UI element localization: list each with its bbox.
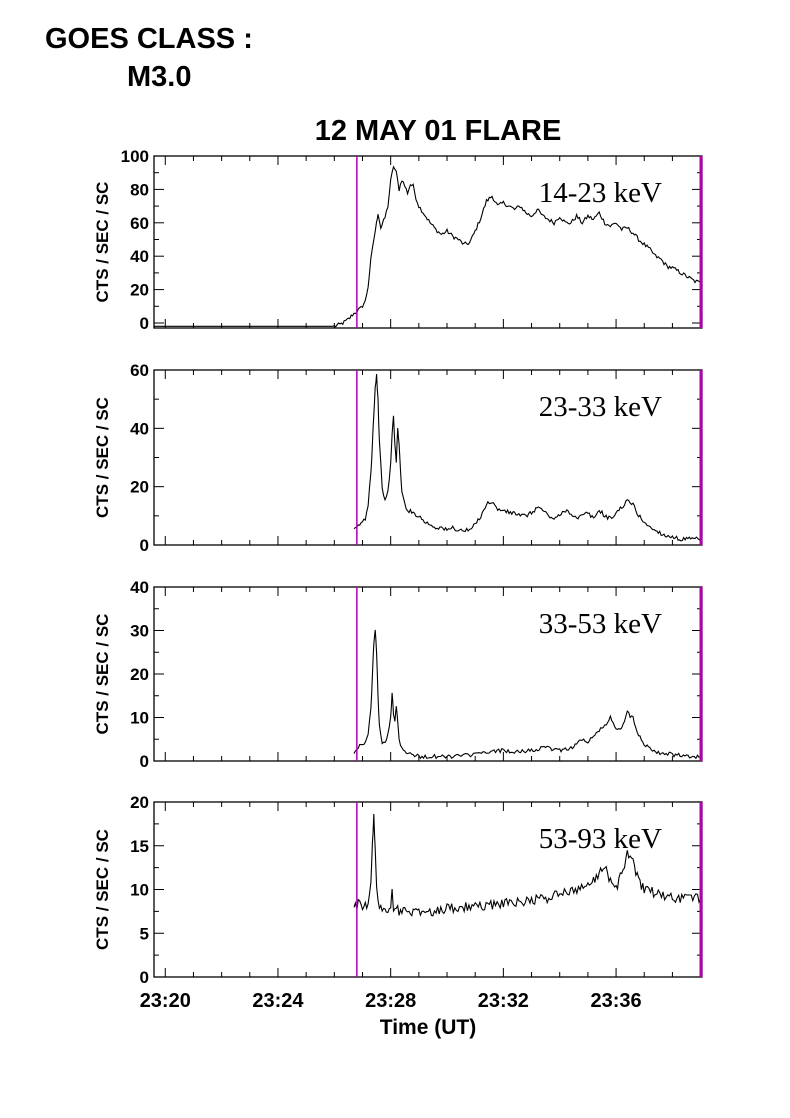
y-tick-label: 20 [130,478,149,497]
x-tick-label: 23:36 [590,990,641,1012]
y-axis-label: CTS / SEC / SC [93,829,112,950]
x-tick-label: 23:24 [252,990,304,1012]
x-axis-tick-labels: 23:20 23:24 23:28 23:32 23:36 [140,990,642,1012]
count-rate-line [353,813,702,917]
y-tick-label: 40 [130,247,149,266]
y-tick-label: 0 [140,536,149,555]
y-tick-label: 100 [121,147,149,166]
y-tick-label: 20 [130,281,149,300]
count-rate-line [353,374,701,542]
goes-class-label: GOES CLASS : [45,23,253,55]
y-axis-label: CTS / SEC / SC [93,614,112,735]
count-rate-line [154,165,702,328]
y-tick-label: 40 [130,419,149,438]
chart-title: 12 MAY 01 FLARE [315,115,562,147]
x-tick-label: 23:20 [140,990,191,1012]
y-tick-label: 0 [140,968,149,987]
y-axis-label: CTS / SEC / SC [93,397,112,518]
panel-3: 0 10 20 30 40 CTS / SEC / SC 33-53 keV [93,578,703,771]
panel-2: 0 20 40 60 CTS / SEC / SC 23-33 keV [93,361,703,555]
y-tick-label: 5 [140,924,149,943]
energy-band-label: 53-93 keV [539,823,662,855]
y-tick-label: 60 [130,214,149,233]
y-tick-label: 30 [130,622,149,641]
count-rate-line [353,629,701,760]
x-tick-label: 23:28 [365,990,416,1012]
energy-band-label: 23-33 keV [539,391,662,423]
y-tick-label: 0 [140,314,149,333]
y-axis-label: CTS / SEC / SC [93,182,112,303]
y-tick-label: 20 [130,665,149,684]
y-tick-label: 15 [130,837,149,856]
y-tick-label: 20 [130,793,149,812]
y-tick-label: 0 [140,752,149,771]
x-tick-label: 23:32 [478,990,529,1012]
energy-band-label: 14-23 keV [539,177,662,209]
y-tick-label: 60 [130,361,149,380]
y-tick-label: 10 [130,709,149,728]
goes-class-value: M3.0 [127,61,192,93]
y-tick-label: 10 [130,881,149,900]
x-axis-label: Time (UT) [380,1016,476,1039]
panel-4: 0 5 10 15 20 CTS / SEC / SC 53-93 keV [93,793,703,987]
energy-band-label: 33-53 keV [539,608,662,640]
y-tick-label: 40 [130,578,149,597]
y-tick-label: 80 [130,180,149,199]
panel-1: 0 20 40 60 80 100 CTS / SEC / SC 14-23 keV [93,147,703,333]
